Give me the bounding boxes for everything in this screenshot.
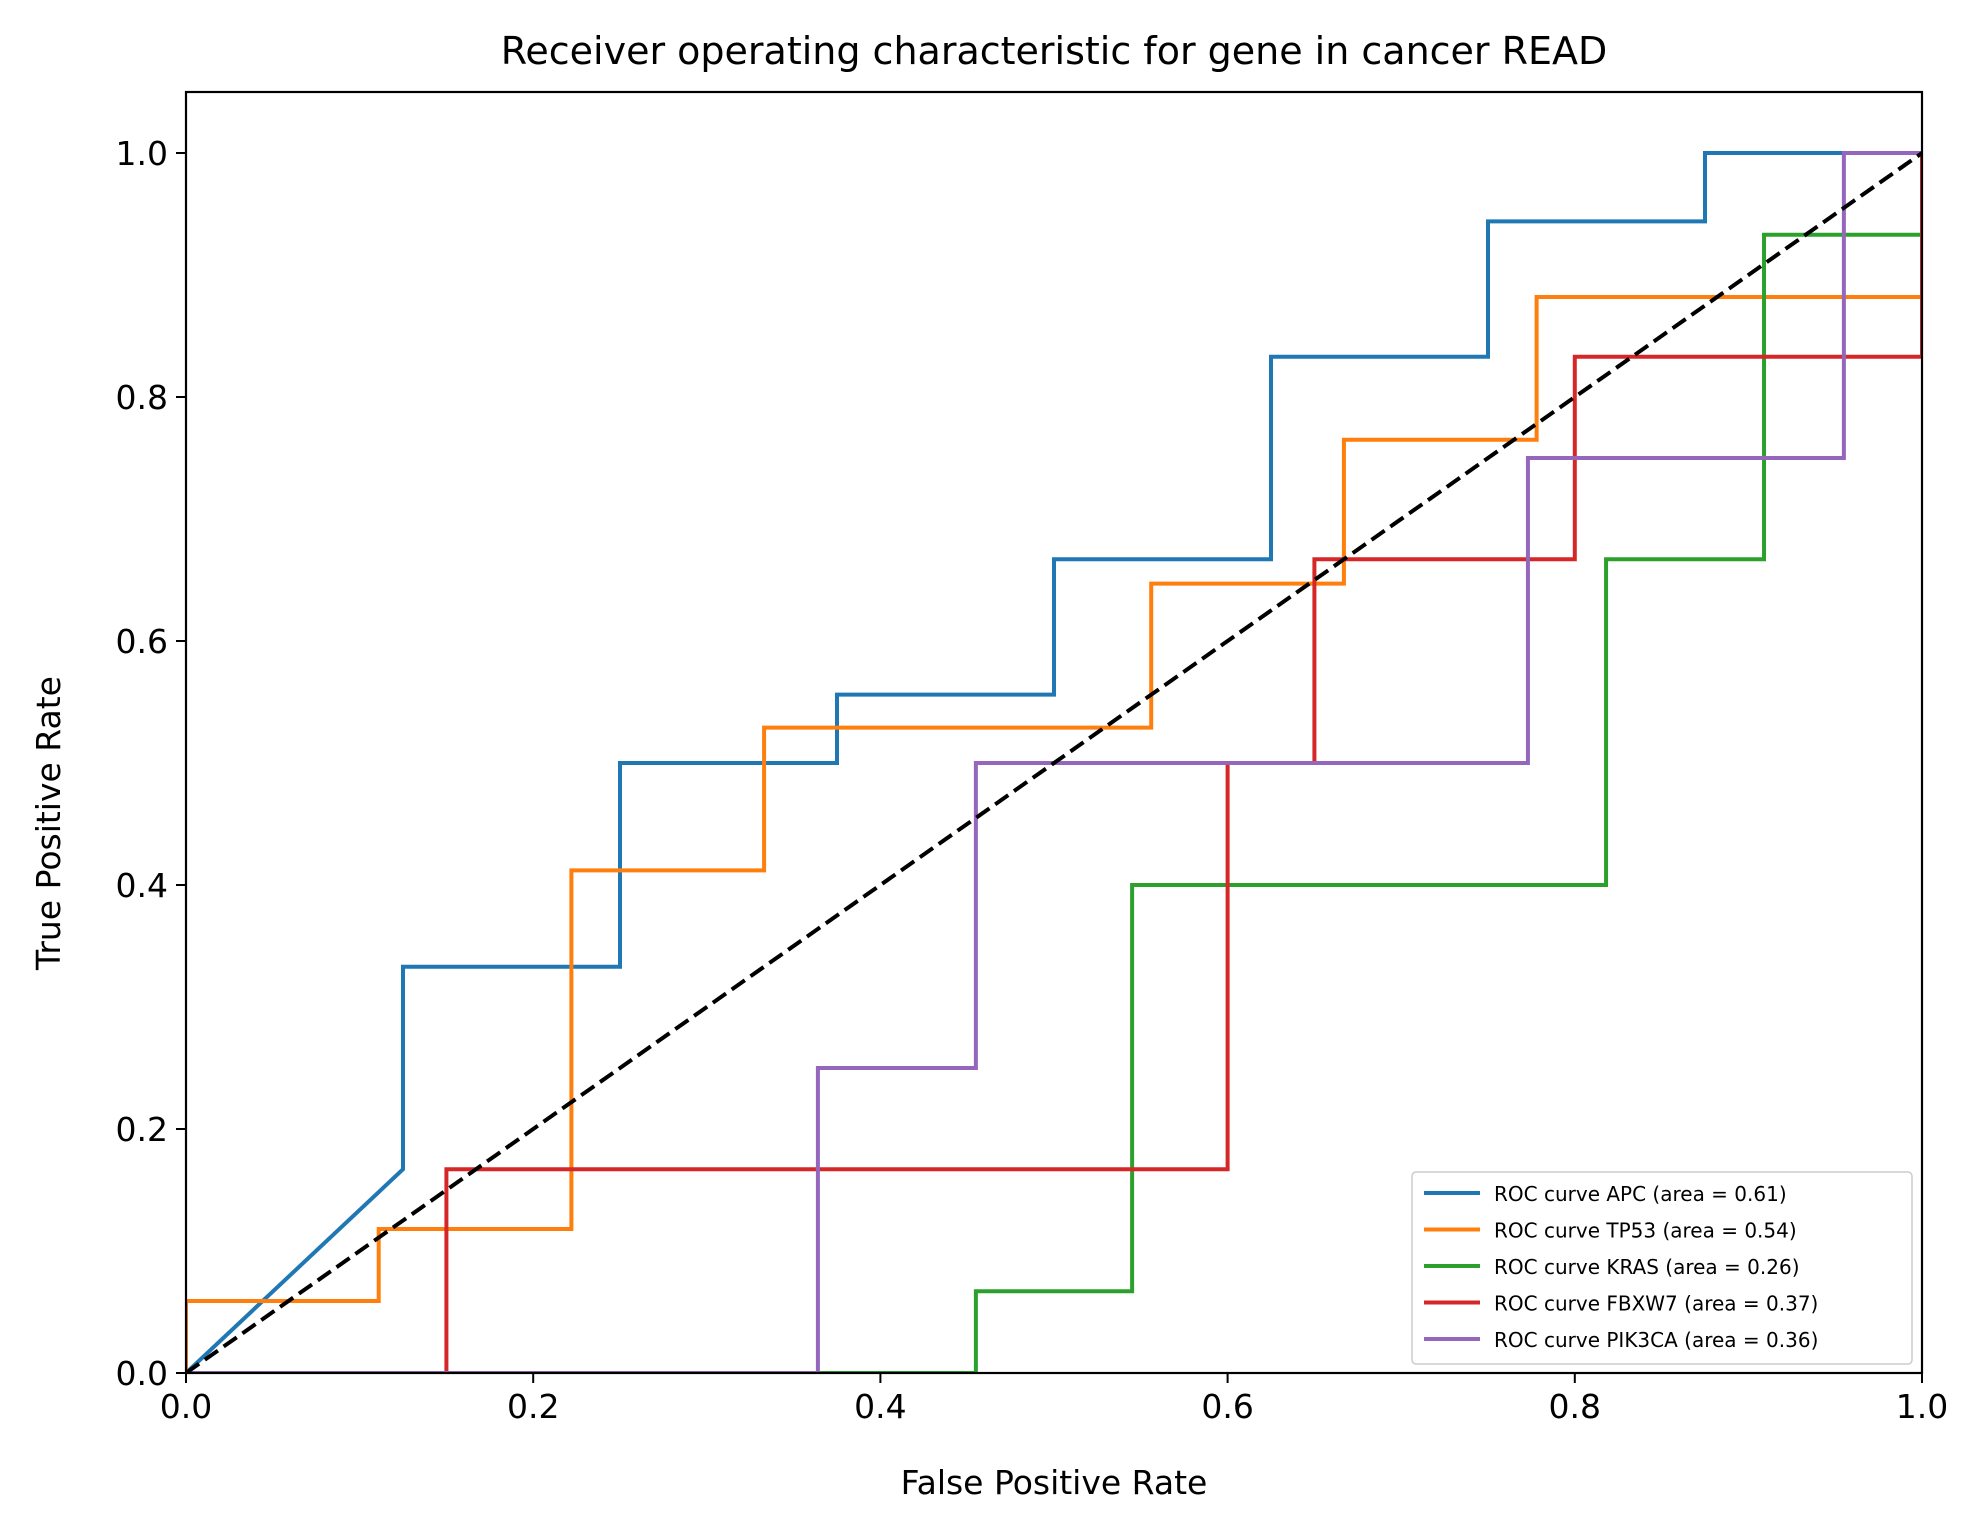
x-tick-label: 0.0	[160, 1387, 212, 1426]
series-line-5	[186, 151, 1922, 1373]
x-tick-label: 1.0	[1896, 1387, 1948, 1426]
x-tick-label: 0.2	[507, 1387, 559, 1426]
y-tick-label: 0.4	[116, 866, 168, 905]
legend-label-5: ROC curve PIK3CA (area = 0.36)	[1494, 1328, 1818, 1352]
y-tick-label: 0.8	[116, 378, 168, 417]
series-line-3	[186, 153, 1922, 1373]
series-line-1	[186, 151, 1922, 1373]
y-axis-label: True Positive Rate	[29, 676, 68, 971]
x-tick-label: 0.8	[1549, 1387, 1601, 1426]
legend-box	[1411, 1171, 1913, 1365]
y-tick-label: 0.2	[116, 1110, 168, 1149]
plot-area	[186, 151, 1922, 1373]
axes: 0.0 0.2 0.4 0.6 0.8 1.0 0.0 0.2 0.4 0.6 0.8 1.0	[116, 90, 1948, 1426]
x-tick-label: 0.6	[1201, 1387, 1253, 1426]
chart-title: Receiver operating characteristic for ge…	[501, 29, 1608, 73]
legend: ROC curve APC (area = 0.61) ROC curve TP5…	[1411, 1171, 1913, 1365]
legend-label-4: ROC curve FBXW7 (area = 0.37)	[1494, 1292, 1818, 1316]
legend-label-3: ROC curve KRAS (area = 0.26)	[1494, 1255, 1800, 1279]
plot-frame	[184, 90, 1924, 1375]
legend-label-2: ROC curve TP53 (area = 0.54)	[1494, 1219, 1797, 1243]
x-tick-label: 0.4	[854, 1387, 906, 1426]
x-axis-label: False Positive Rate	[901, 1463, 1208, 1502]
y-tick-label: 1.0	[116, 134, 168, 173]
y-tick-label: 0.6	[116, 622, 168, 661]
reference-diagonal-line	[186, 151, 1922, 1373]
y-tick-label: 0.0	[116, 1354, 168, 1393]
legend-label-1: ROC curve APC (area = 0.61)	[1494, 1182, 1787, 1206]
series-line-2	[186, 153, 1922, 1373]
